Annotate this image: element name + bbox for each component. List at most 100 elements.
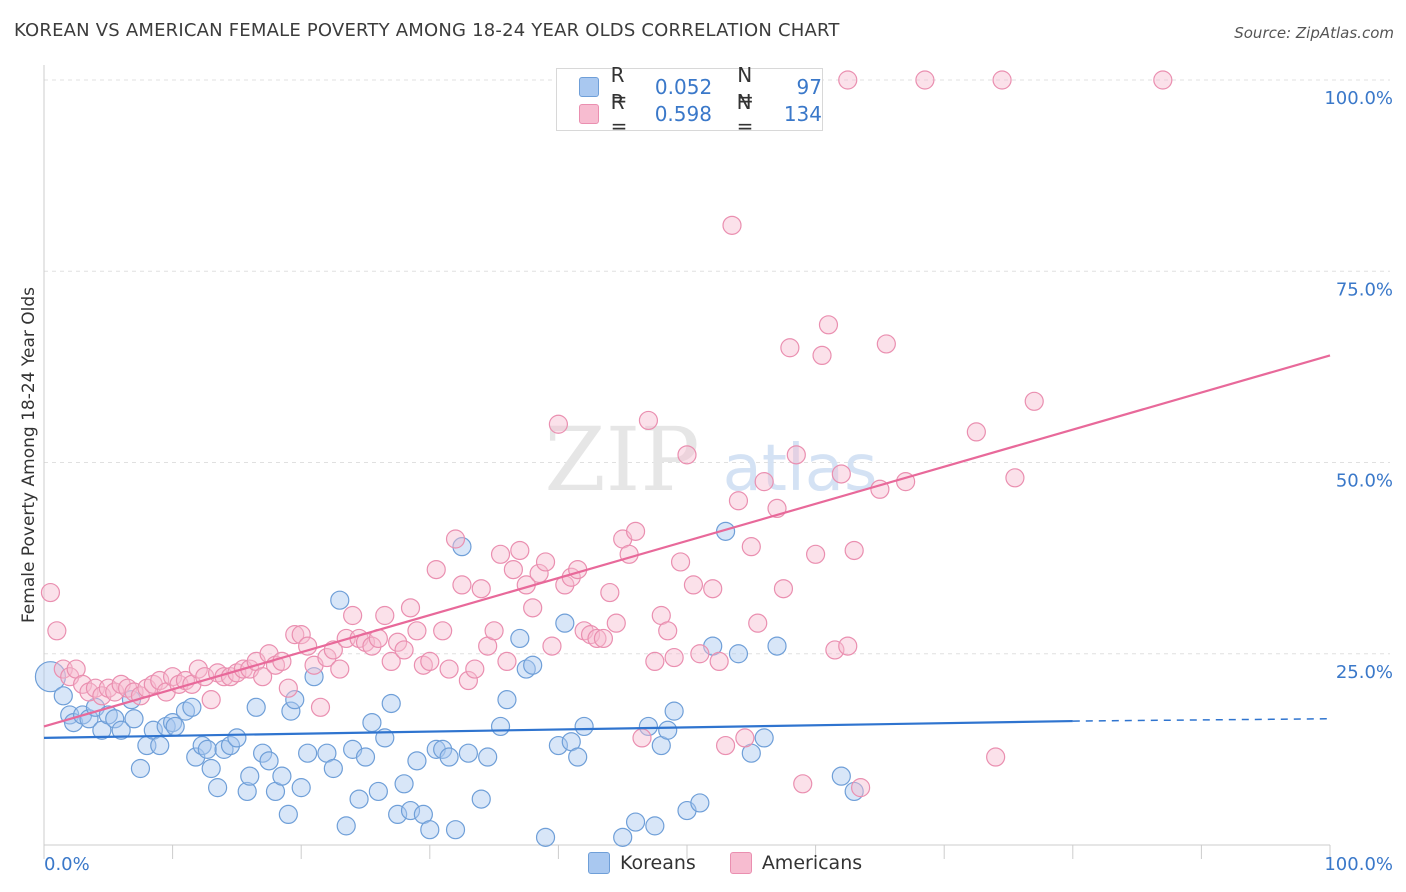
american-point [503,559,523,580]
korean-point [291,778,311,798]
american-point [420,651,440,672]
american-point [47,621,67,641]
american-point [388,632,408,652]
legend-r-label: R = [610,63,628,111]
american-point [593,628,614,649]
legend-n-value: 97 [796,75,822,99]
korean-point [201,758,221,779]
legend-item-americans[interactable]: Americans [729,852,862,874]
watermark: ZIP atlas [544,408,877,511]
korean-point [388,804,408,825]
korean-point [510,628,530,649]
korean-point [728,644,749,664]
american-point [632,728,652,748]
source-credit: Source: ZipAtlas.com [1234,24,1394,42]
korean-point [767,636,787,656]
american-point [285,625,305,645]
korean-point [349,789,369,809]
korean-point [638,716,659,737]
american-point [529,563,549,584]
american-point [715,735,736,756]
american-point [1005,468,1025,488]
korean-point [246,697,266,717]
korean-point [535,827,556,847]
american-point [394,640,414,660]
korean-point [253,743,273,763]
chart-title: KOREAN VS AMERICAN FEMALE POVERTY AMONG … [14,20,840,41]
american-point [317,647,337,668]
legend-item-koreans[interactable]: Koreans [588,852,696,874]
korean-point [330,590,350,610]
american-point [805,544,826,564]
korean-point [754,728,774,748]
koreans-swatch [579,77,599,97]
korean-point [105,709,125,729]
american-point [851,778,871,798]
korean-point [368,781,388,802]
american-point [915,70,935,90]
american-point [780,338,800,358]
american-point [1024,391,1044,411]
korean-point [150,735,170,756]
korean-point [53,686,73,706]
american-point [818,315,839,335]
american-point [253,667,273,687]
korean-point [362,712,382,733]
american-point [201,690,221,710]
american-point [510,540,530,561]
legend-r-value: 0.052 [654,75,713,99]
american-point [754,472,774,492]
korean-point [165,716,185,737]
korean-point [664,701,684,721]
american-point [1153,70,1173,90]
american-point [484,621,504,641]
korean-point [237,781,257,802]
american-point [793,774,813,794]
american-point [375,605,395,626]
korean-point [433,739,453,759]
american-point [735,728,755,748]
american-point [986,747,1006,767]
korean-point [420,820,440,840]
american-point [844,540,864,561]
american-point [105,682,125,702]
korean-point [458,743,478,763]
korean-point [658,720,678,740]
korean-point [304,667,324,687]
korean-point [227,728,247,748]
american-point [638,410,659,431]
korean-point [208,778,228,798]
american-point [407,621,427,641]
korean-point [394,774,414,794]
korean-point [285,690,305,710]
american-point [72,674,93,694]
american-point [343,605,363,626]
american-point [497,651,517,672]
american-point [600,582,620,603]
x-tick-label: 100.0% [1324,854,1393,875]
korean-point [490,716,511,737]
korean-point [130,758,151,779]
korean-point [272,766,292,786]
trend-lines [43,354,1331,739]
american-point [471,579,491,599]
legend-r-value: 0.598 [654,102,712,126]
american-point [722,215,742,235]
korean-point [548,735,569,756]
american-point [323,640,343,660]
american-point [542,636,562,656]
y-tick-label: 25.0% [1336,662,1393,683]
american-point [523,598,543,618]
korean-point [452,537,472,557]
american-point [445,529,466,549]
korean-point [471,789,491,809]
korean-point [259,751,279,771]
american-point [728,491,749,511]
correlation-legend: R = 0.052 N = 97 R = 0.598 N = 134 [556,63,823,138]
american-point [291,625,311,645]
korean-point [574,716,594,737]
korean-point [182,697,202,717]
american-point [838,70,858,90]
korean-point [831,766,851,786]
